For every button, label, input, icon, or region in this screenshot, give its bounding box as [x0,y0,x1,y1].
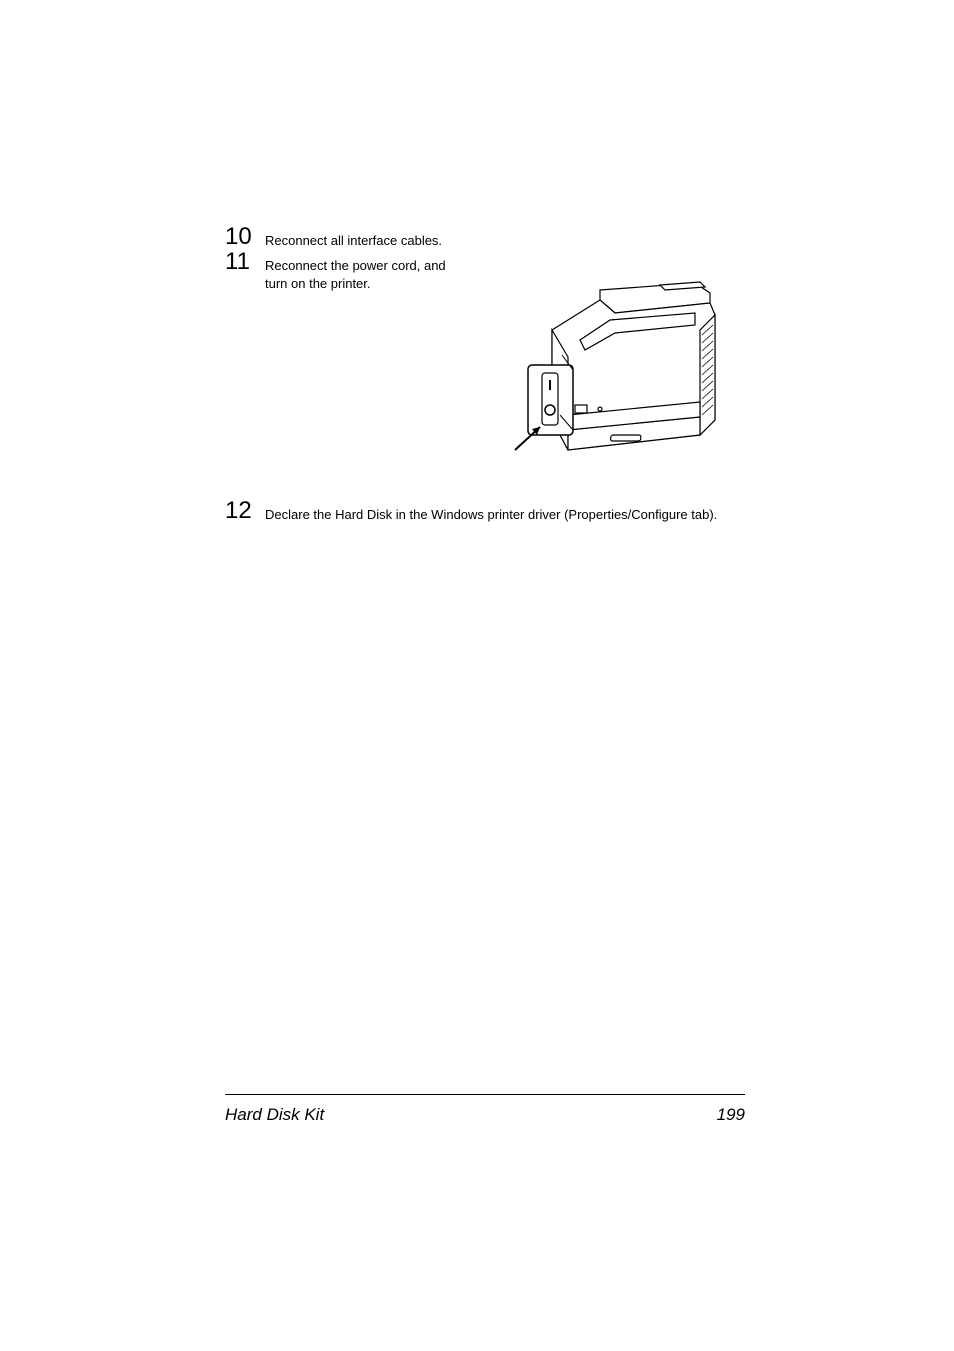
printer-illustration [500,275,730,480]
step-number: 10 [225,225,265,249]
step-12: 12 Declare the Hard Disk in the Windows … [225,499,745,524]
step-text: Declare the Hard Disk in the Windows pri… [265,499,735,524]
footer-section-title: Hard Disk Kit [225,1105,324,1125]
step-text: Reconnect the power cord, and turn on th… [265,250,465,293]
footer-page-number: 199 [717,1105,745,1125]
step-number: 11 [225,250,265,274]
step-number: 12 [225,499,265,523]
step-text: Reconnect all interface cables. [265,225,442,250]
step-10: 10 Reconnect all interface cables. [225,225,745,250]
page-content: 10 Reconnect all interface cables. 11 Re… [225,225,745,1125]
page-footer: Hard Disk Kit 199 [225,1094,745,1125]
